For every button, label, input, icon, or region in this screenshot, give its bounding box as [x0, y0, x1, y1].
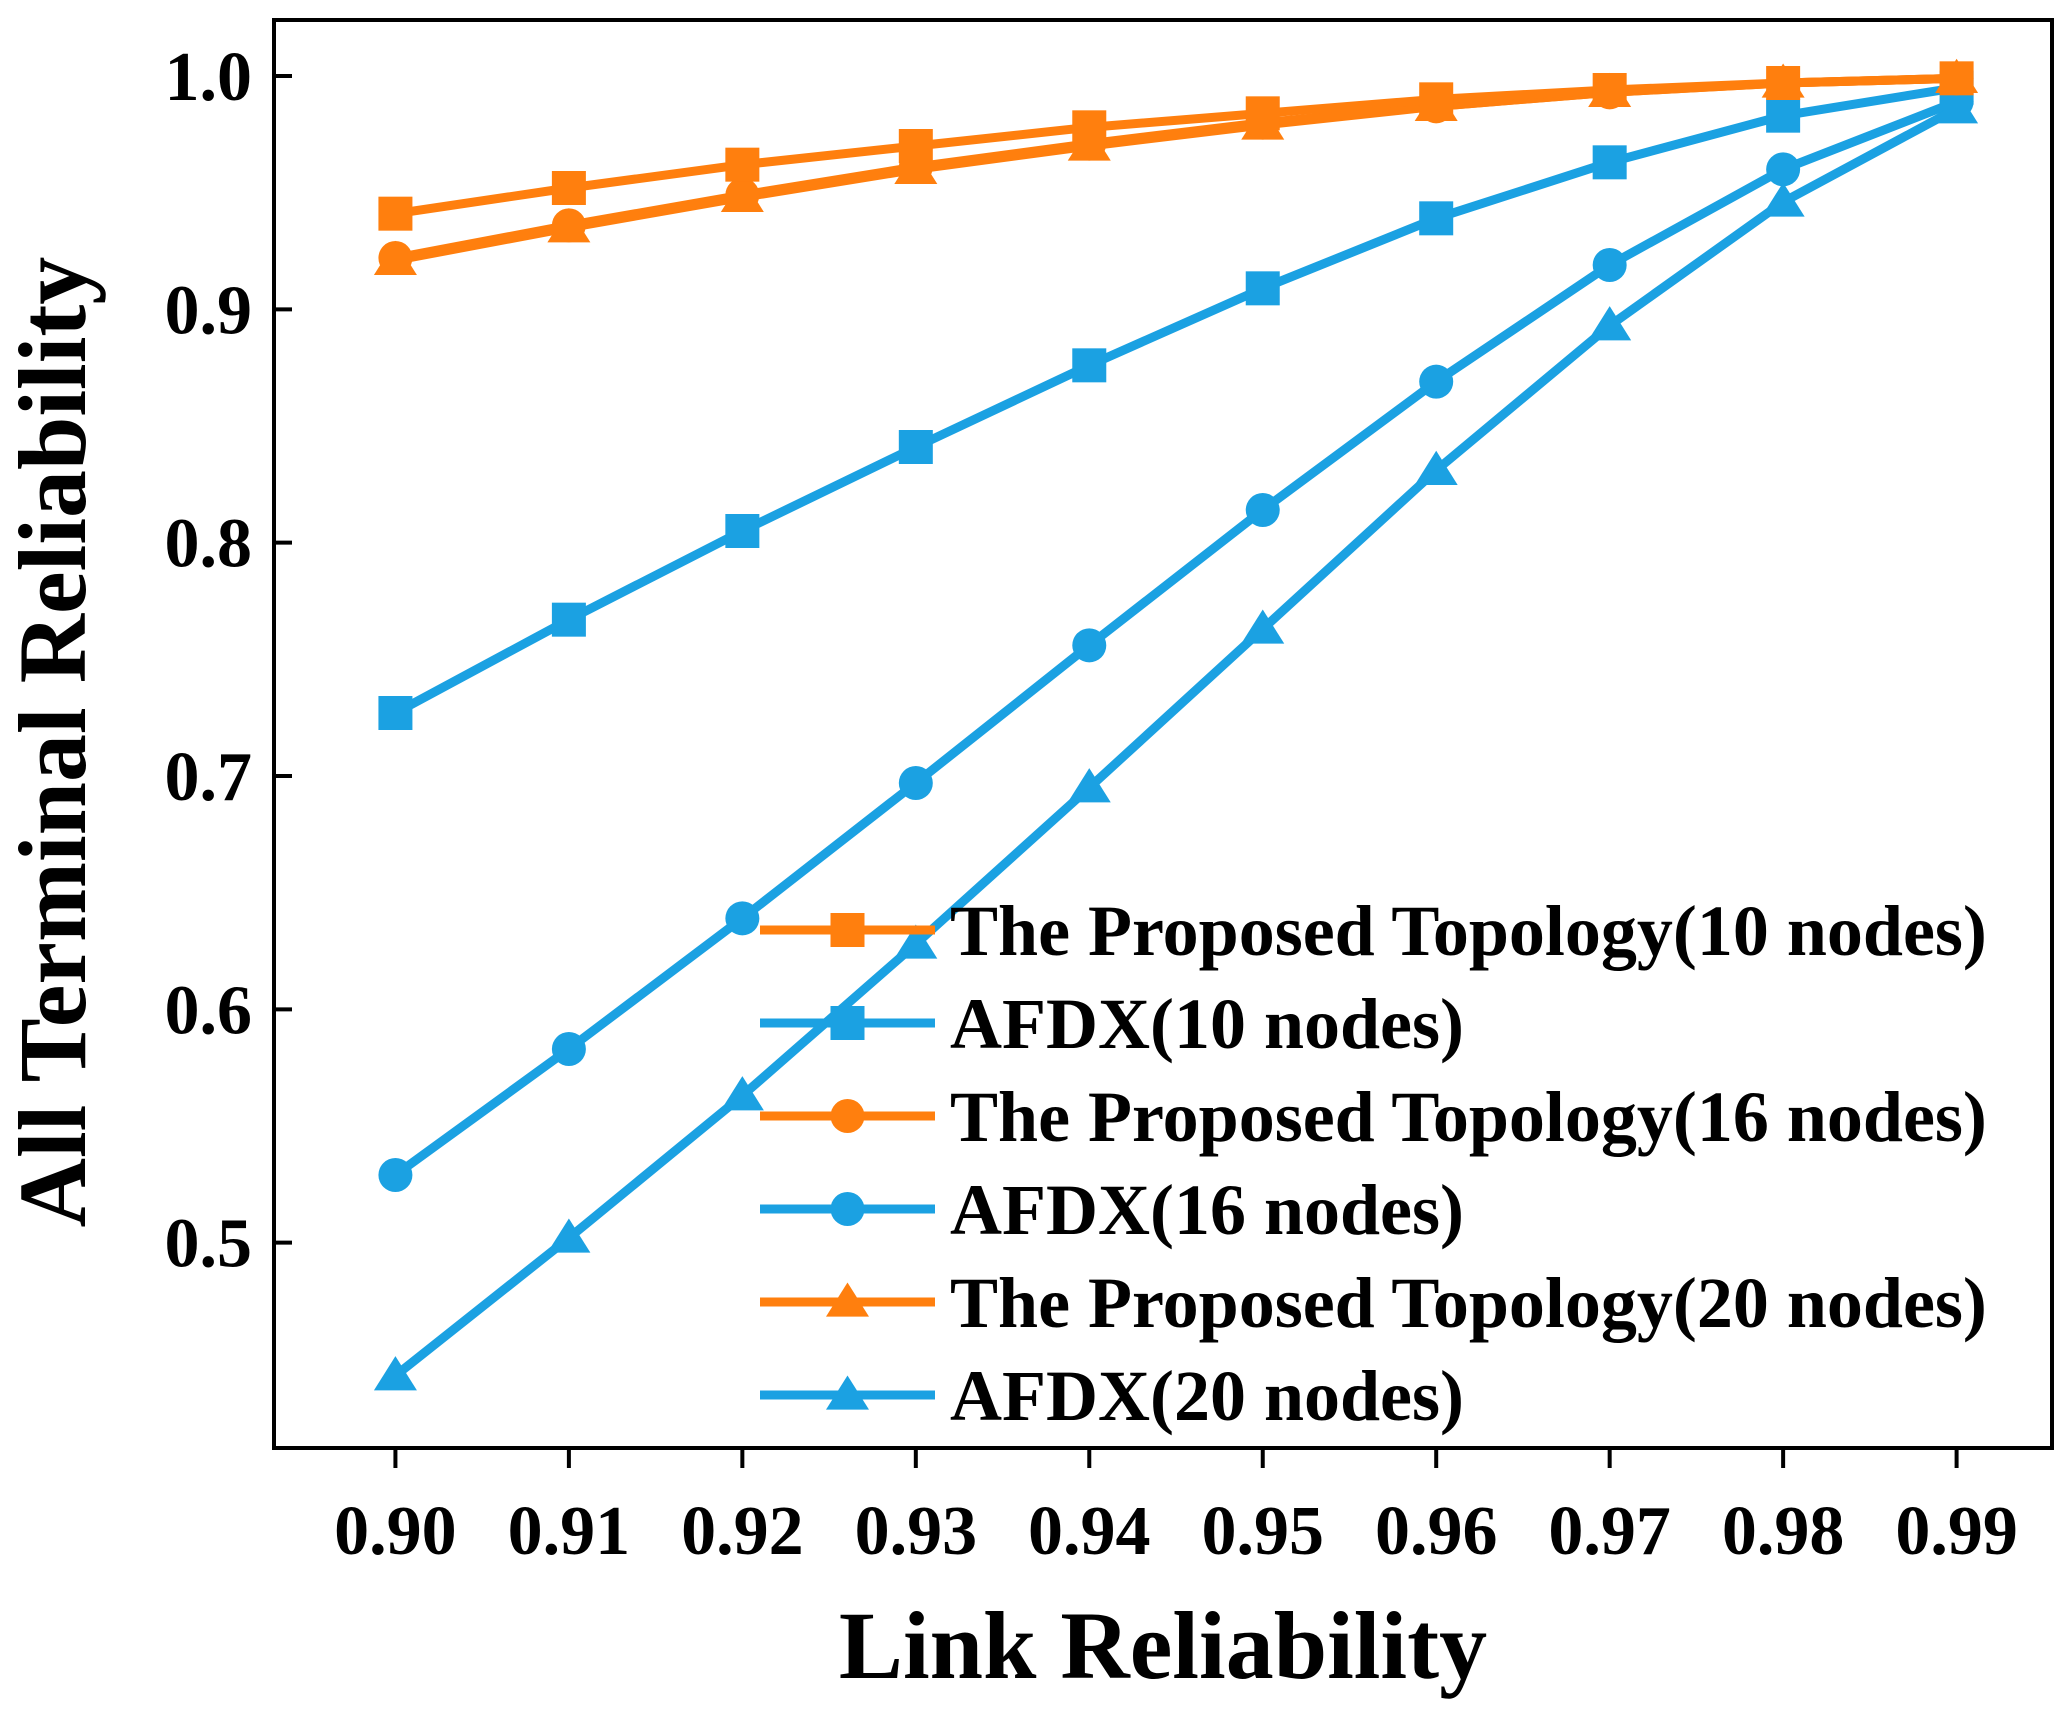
- data-point: [1419, 82, 1454, 117]
- data-point: [894, 924, 938, 959]
- legend-item: AFDX(20 nodes): [760, 1356, 1464, 1436]
- series-triangle-afdx: [373, 89, 1979, 1391]
- x-tick-label: 0.94: [1028, 1493, 1151, 1570]
- legend-marker: [830, 1099, 865, 1133]
- data-point: [725, 514, 760, 548]
- legend-item: The Proposed Topology(10 nodes): [760, 891, 1987, 971]
- plot-area: [272, 18, 2054, 1450]
- x-tick-label: 0.99: [1895, 1493, 2018, 1570]
- data-point: [1592, 248, 1627, 282]
- data-point: [378, 241, 413, 275]
- legend-marker: [830, 913, 865, 947]
- series-circle-afdx: [378, 84, 1974, 1192]
- legend: The Proposed Topology(10 nodes) AFDX(10 n…: [760, 891, 1987, 1436]
- series-circle-proposed: [378, 61, 1974, 275]
- y-axis-title: All Terminal Reliability: [0, 257, 106, 1228]
- data-point: [1592, 73, 1627, 107]
- data-point: [1067, 768, 1111, 803]
- series-lines: [373, 58, 1979, 1391]
- y-tick-label: 0.8: [165, 506, 253, 583]
- data-point: [1592, 145, 1627, 180]
- legend-label: The Proposed Topology(20 nodes): [950, 1263, 1987, 1343]
- data-point: [1939, 61, 1974, 96]
- data-point: [1419, 201, 1454, 236]
- data-point: [1761, 182, 1805, 217]
- series-square-afdx: [378, 70, 1974, 730]
- legend-label: The Proposed Topology(16 nodes): [950, 1077, 1987, 1157]
- data-point: [378, 196, 413, 231]
- legend-marker: [830, 1192, 865, 1226]
- data-point: [378, 1158, 413, 1192]
- legend-label: AFDX(16 nodes): [950, 1170, 1464, 1250]
- data-point: [551, 602, 586, 637]
- data-point: [378, 696, 413, 730]
- data-point: [725, 147, 760, 182]
- series-line: [393, 83, 1958, 717]
- y-tick-label: 0.5: [165, 1206, 253, 1283]
- data-point: [1072, 628, 1107, 663]
- legend-label: AFDX(10 nodes): [950, 984, 1464, 1064]
- data-point: [1072, 110, 1107, 145]
- legend-marker: [825, 1282, 870, 1317]
- data-point: [373, 1356, 417, 1391]
- y-tick-label: 0.9: [165, 272, 253, 349]
- data-point: [898, 766, 933, 800]
- axes: 0.5 0.6 0.7 0.8 0.9 1.0 0.90 0.91 0.92 0.93 0.94 0.…: [165, 39, 2018, 1570]
- data-point: [551, 208, 586, 243]
- data-point: [1766, 98, 1801, 133]
- legend-label: The Proposed Topology(10 nodes): [950, 891, 1987, 971]
- x-axis-title: Link Reliability: [839, 1592, 1487, 1699]
- legend-label: AFDX(20 nodes): [950, 1356, 1464, 1436]
- legend-marker: [825, 1375, 870, 1410]
- data-point: [547, 1218, 591, 1253]
- x-tick-label: 0.90: [334, 1493, 457, 1570]
- data-point: [1245, 493, 1280, 527]
- data-point: [1766, 66, 1801, 100]
- series-line: [394, 73, 1957, 219]
- data-point: [1935, 89, 1979, 124]
- series-line: [394, 73, 1957, 265]
- series-square-proposed: [378, 61, 1974, 231]
- series-line: [392, 97, 1959, 1179]
- data-point: [1245, 271, 1280, 306]
- data-point: [1419, 364, 1454, 399]
- series-line: [392, 104, 1959, 1380]
- data-point: [725, 178, 760, 212]
- legend-item: AFDX(16 nodes): [760, 1170, 1464, 1250]
- data-point: [898, 129, 933, 163]
- x-tick-label: 0.97: [1548, 1493, 1671, 1570]
- data-point: [551, 1032, 586, 1066]
- data-point: [1414, 450, 1458, 485]
- x-tick-label: 0.98: [1722, 1493, 1845, 1570]
- data-point: [1072, 348, 1107, 383]
- x-tick-label: 0.92: [681, 1493, 804, 1570]
- data-point: [720, 1076, 764, 1111]
- x-tick-label: 0.91: [508, 1493, 631, 1570]
- legend-marker: [830, 1006, 865, 1040]
- x-tick-label: 0.96: [1375, 1493, 1498, 1570]
- data-point: [551, 171, 586, 205]
- plot-frame: [272, 18, 2054, 1450]
- legend-item: AFDX(10 nodes): [760, 984, 1464, 1064]
- data-point: [1588, 306, 1632, 341]
- data-point: [1241, 609, 1285, 644]
- y-tick-label: 1.0: [165, 39, 253, 116]
- series-line: [394, 73, 1957, 263]
- data-point: [725, 901, 760, 936]
- legend-item: The Proposed Topology(20 nodes): [760, 1263, 1987, 1343]
- legend-item: The Proposed Topology(16 nodes): [760, 1077, 1987, 1157]
- data-point: [1245, 96, 1280, 131]
- data-point: [898, 430, 933, 464]
- y-tick-label: 0.6: [165, 972, 253, 1049]
- series-triangle-proposed: [373, 58, 1979, 275]
- y-tick-label: 0.7: [165, 739, 253, 816]
- x-tick-label: 0.95: [1201, 1493, 1324, 1570]
- data-point: [1766, 152, 1801, 187]
- x-tick-label: 0.93: [855, 1493, 978, 1570]
